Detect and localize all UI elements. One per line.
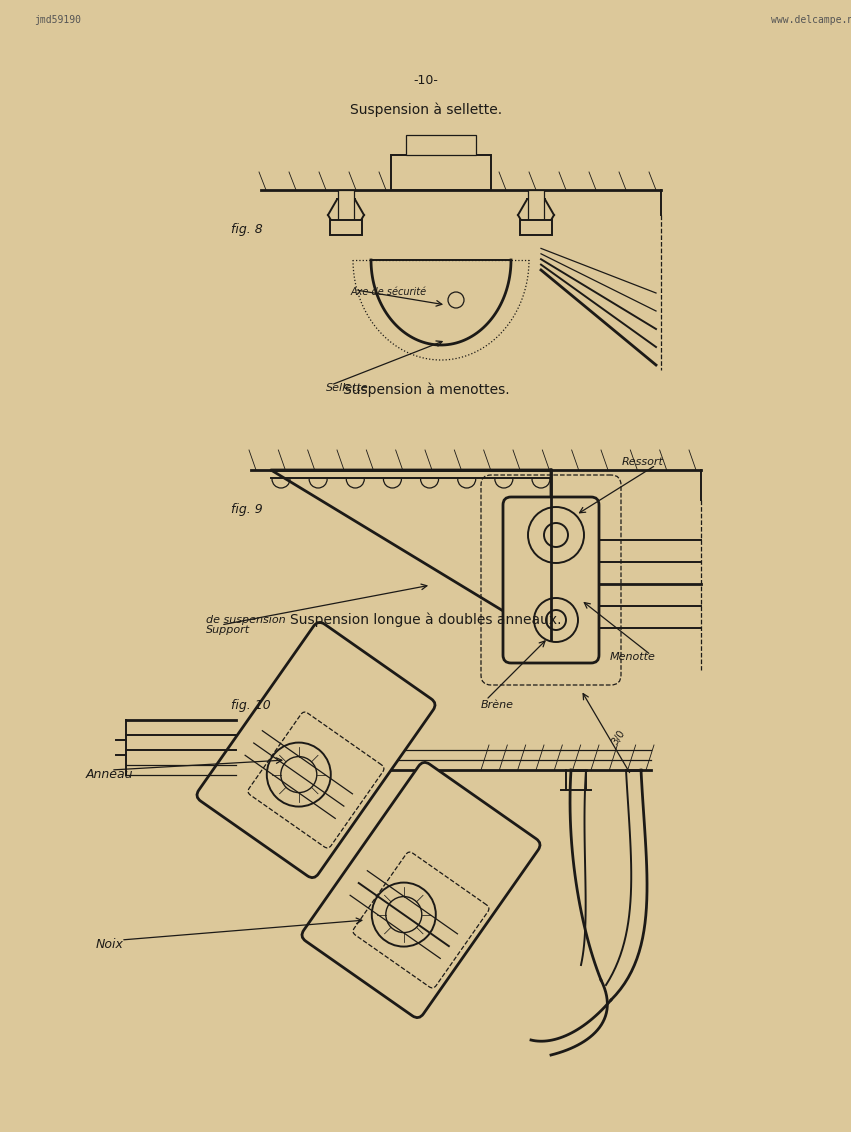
Text: Suspension à menottes.: Suspension à menottes. — [343, 383, 509, 397]
Text: -10-: -10- — [414, 74, 438, 86]
Text: Sellette: Sellette — [326, 383, 368, 393]
Text: Anneau: Anneau — [86, 769, 134, 781]
Bar — [528, 190, 544, 220]
Bar — [338, 190, 354, 220]
Text: fig. 8: fig. 8 — [231, 223, 263, 237]
Text: www.delcampe.net: www.delcampe.net — [771, 15, 851, 25]
Text: Suspension à sellette.: Suspension à sellette. — [350, 103, 502, 118]
Bar — [391, 155, 491, 190]
Polygon shape — [271, 470, 551, 640]
Text: Menotte: Menotte — [610, 652, 656, 662]
Bar — [406, 135, 476, 155]
Text: 3/0: 3/0 — [609, 728, 626, 747]
Text: Axe de sécurité: Axe de sécurité — [351, 288, 427, 297]
Text: Noix: Noix — [96, 938, 124, 952]
FancyBboxPatch shape — [302, 762, 540, 1018]
FancyBboxPatch shape — [197, 623, 435, 877]
Text: Support: Support — [206, 625, 250, 635]
Text: Ressort: Ressort — [622, 457, 664, 468]
Text: Brène: Brène — [481, 700, 514, 710]
FancyBboxPatch shape — [503, 497, 599, 663]
Bar — [520, 220, 552, 235]
Text: fig. 9: fig. 9 — [231, 504, 263, 516]
FancyBboxPatch shape — [248, 712, 384, 848]
Text: fig. 10: fig. 10 — [231, 698, 271, 712]
FancyBboxPatch shape — [353, 852, 489, 988]
Text: jmd59190: jmd59190 — [34, 15, 81, 25]
Text: de suspension: de suspension — [206, 615, 286, 625]
Text: Suspension longue à doubles anneaux.: Suspension longue à doubles anneaux. — [290, 612, 562, 627]
Bar — [330, 220, 362, 235]
